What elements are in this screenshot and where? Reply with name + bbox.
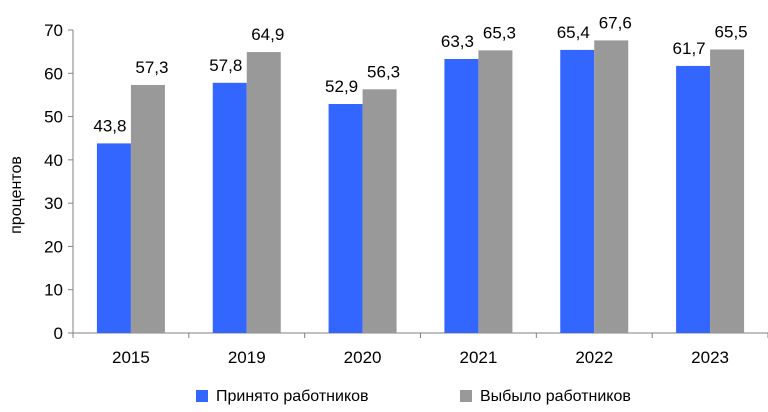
bar-hired [676,65,711,334]
data-label: 43,8 [93,116,126,135]
y-tick-label: 20 [44,237,63,256]
data-label: 57,3 [135,58,168,77]
bar-hired [560,49,595,333]
data-label: 65,3 [483,23,516,42]
data-label: 65,4 [557,23,590,42]
legend-label: Выбыло работников [480,388,631,405]
bars-group [96,40,745,334]
y-axis: 0 10 20 30 40 50 60 70 [44,21,74,343]
x-category-label: 2020 [344,348,382,367]
y-tick-label: 40 [44,151,63,170]
x-axis: 2015 2019 2020 2021 2022 2023 [72,332,768,367]
bar-left [362,89,397,334]
bar-hired [212,82,247,334]
bar-left [478,50,513,333]
y-tick-label: 10 [44,281,63,300]
x-category-label: 2022 [575,348,613,367]
data-label: 57,8 [209,56,242,75]
data-label: 65,5 [715,22,748,41]
x-category-label: 2015 [112,348,150,367]
legend-label: Принято работников [216,388,369,405]
data-labels-group: 43,8 57,3 57,8 64,9 52,9 56,3 63,3 65,3 65,4 67,6… [93,13,747,135]
y-tick-label: 70 [44,21,63,40]
y-tick-label: 50 [44,108,63,127]
bar-left [246,52,281,333]
data-label: 56,3 [367,62,400,81]
bar-left [594,40,629,333]
y-tick-label: 30 [44,194,63,213]
legend-swatch [460,390,472,402]
bar-left [130,84,165,333]
x-category-label: 2021 [460,348,498,367]
y-tick-label: 60 [44,64,63,83]
legend-swatch [196,390,208,402]
data-label: 61,7 [673,39,706,58]
data-label: 52,9 [325,77,358,96]
data-label: 63,3 [441,32,474,51]
bar-left [710,49,745,333]
y-axis-title: процентов [8,156,25,234]
bar-hired [444,59,479,333]
legend: Принято работников Выбыло работников [196,388,631,405]
data-label: 64,9 [251,25,284,44]
x-category-label: 2023 [691,348,729,367]
y-tick-label: 0 [54,324,63,343]
data-label: 67,6 [599,13,632,32]
x-category-label: 2019 [228,348,266,367]
bar-hired [328,104,363,333]
bar-hired [96,143,131,333]
